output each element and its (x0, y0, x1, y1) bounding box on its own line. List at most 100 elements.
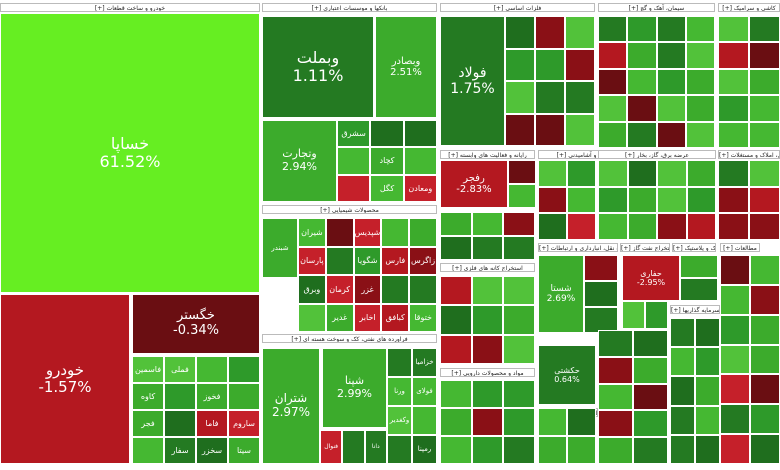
stock-cell[interactable] (720, 255, 750, 285)
stock-cell[interactable] (718, 160, 749, 187)
stock-cell[interactable] (228, 356, 260, 383)
stock-cell[interactable] (750, 434, 780, 464)
stock-cell[interactable] (505, 48, 535, 81)
stock-cell[interactable] (538, 160, 567, 187)
stock-cell[interactable]: سیتا (228, 437, 260, 464)
stock-cell[interactable] (228, 383, 260, 410)
sector-header[interactable]: [+] بانکها و موسسات اعتباری (262, 3, 437, 12)
stock-cell[interactable] (409, 275, 437, 304)
stock-cell[interactable] (598, 383, 633, 411)
stock-cell[interactable]: ورنا (387, 377, 412, 406)
stock-cell[interactable] (535, 48, 565, 81)
stock-cell[interactable] (685, 42, 715, 69)
stock-cell[interactable]: رمپنا (412, 435, 437, 464)
sector-header[interactable]: [+] عرضه برق، گاز، بخار (598, 150, 716, 159)
stock-cell[interactable]: ختوقا (409, 303, 437, 332)
stock-cell[interactable]: فملی (164, 356, 196, 383)
stock-cell[interactable]: ساروم (228, 410, 260, 437)
stock-cell[interactable] (325, 218, 354, 247)
stock-cell[interactable] (633, 383, 668, 411)
stock-cell[interactable] (598, 95, 628, 122)
stock-cell[interactable]: سفار (164, 437, 196, 464)
stock-cell[interactable]: فارس (381, 246, 410, 275)
stock-cell[interactable] (656, 42, 686, 69)
stock-cell[interactable] (567, 160, 596, 187)
stock-cell[interactable]: خزامیا (412, 348, 437, 377)
stock-cell[interactable] (695, 405, 720, 435)
stock-cell[interactable] (565, 16, 595, 49)
stock-cell[interactable] (750, 284, 780, 315)
stock-cell[interactable]: زاگرس (409, 246, 437, 275)
stock-cell[interactable] (503, 276, 535, 306)
stock-cell[interactable] (686, 186, 716, 214)
stock-cell[interactable] (670, 405, 695, 435)
sector-header[interactable]: [+] رایانه و فعالیت های وابسته (440, 150, 535, 159)
stock-cell[interactable] (503, 236, 535, 260)
stock-cell[interactable] (695, 347, 720, 377)
stock-cell[interactable] (750, 344, 780, 375)
stock-cell[interactable] (627, 95, 657, 122)
stock-cell[interactable] (538, 186, 567, 214)
stock-cell[interactable]: فجر (132, 410, 164, 437)
stock-cell[interactable]: دانا (364, 430, 387, 464)
stock-cell[interactable] (670, 347, 695, 377)
stock-cell[interactable] (695, 376, 720, 406)
stock-cell[interactable]: رفجر -2.83% (440, 160, 508, 208)
stock-cell[interactable] (535, 81, 565, 114)
stock-cell[interactable] (750, 374, 780, 405)
sector-header[interactable]: [+] انبوه سازی، املاک و مستغلات (718, 150, 780, 159)
stock-cell[interactable] (670, 434, 695, 464)
stock-cell[interactable] (598, 42, 628, 69)
stock-cell[interactable] (645, 301, 668, 329)
sector-header[interactable]: [+] فلزات اساسی (440, 3, 595, 12)
stock-cell[interactable] (685, 68, 715, 96)
stock-cell[interactable] (749, 16, 780, 43)
stock-cell[interactable] (471, 236, 504, 260)
stock-cell[interactable] (164, 383, 196, 410)
stock-cell[interactable] (196, 356, 228, 383)
stock-cell[interactable] (412, 406, 437, 435)
stock-cell[interactable] (749, 68, 780, 96)
stock-cell[interactable] (749, 186, 780, 214)
sector-header[interactable]: [+] لاستیک و پلاستیک (672, 243, 716, 252)
stock-cell[interactable] (657, 213, 687, 240)
stock-cell[interactable] (670, 376, 695, 406)
stock-cell[interactable] (695, 434, 720, 464)
stock-cell[interactable] (567, 186, 596, 214)
stock-cell[interactable] (598, 68, 628, 96)
stock-cell[interactable] (598, 213, 628, 240)
stock-cell[interactable]: سخزر (196, 437, 228, 464)
stock-cell[interactable] (387, 348, 412, 377)
stock-cell[interactable] (750, 255, 780, 285)
stock-cell[interactable] (656, 95, 686, 122)
stock-cell[interactable] (440, 380, 472, 408)
stock-cell[interactable] (656, 121, 686, 148)
sector-header[interactable]: [+] خودرو و ساخت قطعات (0, 3, 260, 12)
stock-cell[interactable] (670, 318, 695, 348)
stock-cell[interactable] (535, 16, 565, 49)
stock-cell[interactable]: سشرق (337, 120, 371, 148)
stock-cell[interactable] (440, 334, 472, 364)
stock-cell[interactable] (342, 430, 365, 464)
stock-cell[interactable] (633, 330, 668, 357)
stock-cell[interactable]: خساپا 61.52% (0, 13, 260, 293)
stock-cell[interactable]: شپدیس (353, 218, 382, 247)
stock-cell[interactable] (535, 113, 565, 146)
sector-header[interactable]: [+] محصولات شیمیایی (262, 205, 437, 214)
stock-cell[interactable]: وبصادر 2.51% (375, 16, 437, 118)
stock-cell[interactable] (505, 81, 535, 114)
stock-cell[interactable]: فاسمین (132, 356, 164, 383)
stock-cell[interactable] (749, 213, 780, 240)
stock-cell[interactable] (598, 356, 633, 384)
stock-cell[interactable] (627, 160, 657, 187)
stock-cell[interactable] (503, 305, 535, 335)
stock-cell[interactable] (685, 16, 715, 43)
stock-cell[interactable] (598, 186, 628, 214)
stock-cell[interactable] (686, 160, 716, 187)
stock-cell[interactable] (508, 184, 536, 208)
stock-cell[interactable] (440, 236, 472, 260)
stock-cell[interactable] (685, 95, 715, 122)
stock-cell[interactable] (440, 276, 472, 306)
stock-cell[interactable]: کگل (370, 174, 404, 202)
stock-cell[interactable] (403, 120, 437, 148)
